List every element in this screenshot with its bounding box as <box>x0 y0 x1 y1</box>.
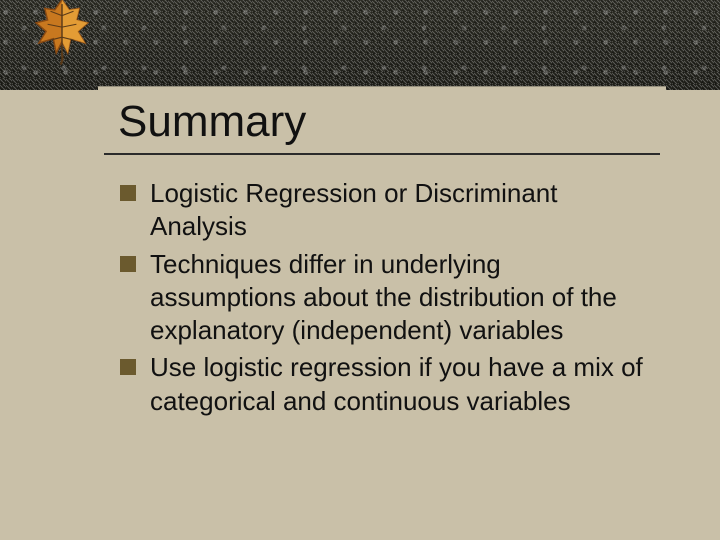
decorative-top-band <box>0 0 720 90</box>
list-item: Use logistic regression if you have a mi… <box>120 351 644 418</box>
slide-title: Summary <box>104 87 660 155</box>
list-item: Logistic Regression or Discriminant Anal… <box>120 177 644 244</box>
leaf-icon <box>26 0 98 66</box>
list-item: Techniques differ in underlying assumpti… <box>120 248 644 348</box>
bullet-list: Logistic Regression or Discriminant Anal… <box>98 177 666 418</box>
slide-content: Summary Logistic Regression or Discrimin… <box>98 86 666 494</box>
